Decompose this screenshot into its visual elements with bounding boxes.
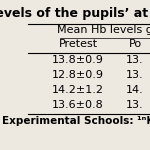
Text: Pretest: Pretest [58, 39, 98, 49]
Text: 13.: 13. [126, 100, 144, 110]
Text: Mean Hb levels g: Mean Hb levels g [57, 25, 150, 35]
Text: 13.8±0.9: 13.8±0.9 [52, 55, 104, 65]
Text: 14.2±1.2: 14.2±1.2 [52, 85, 104, 95]
Text: 14.: 14. [126, 85, 144, 95]
Text: Po: Po [128, 39, 142, 49]
Text: 13.6±0.8: 13.6±0.8 [52, 100, 104, 110]
Text: 12.8±0.9: 12.8±0.9 [52, 70, 104, 80]
Text: n levels of the pupils’ at  pr: n levels of the pupils’ at pr [0, 7, 150, 20]
Text: Experimental Schools: ¹ⁿK: Experimental Schools: ¹ⁿK [2, 116, 150, 126]
Text: 13.: 13. [126, 70, 144, 80]
Text: 13.: 13. [126, 55, 144, 65]
